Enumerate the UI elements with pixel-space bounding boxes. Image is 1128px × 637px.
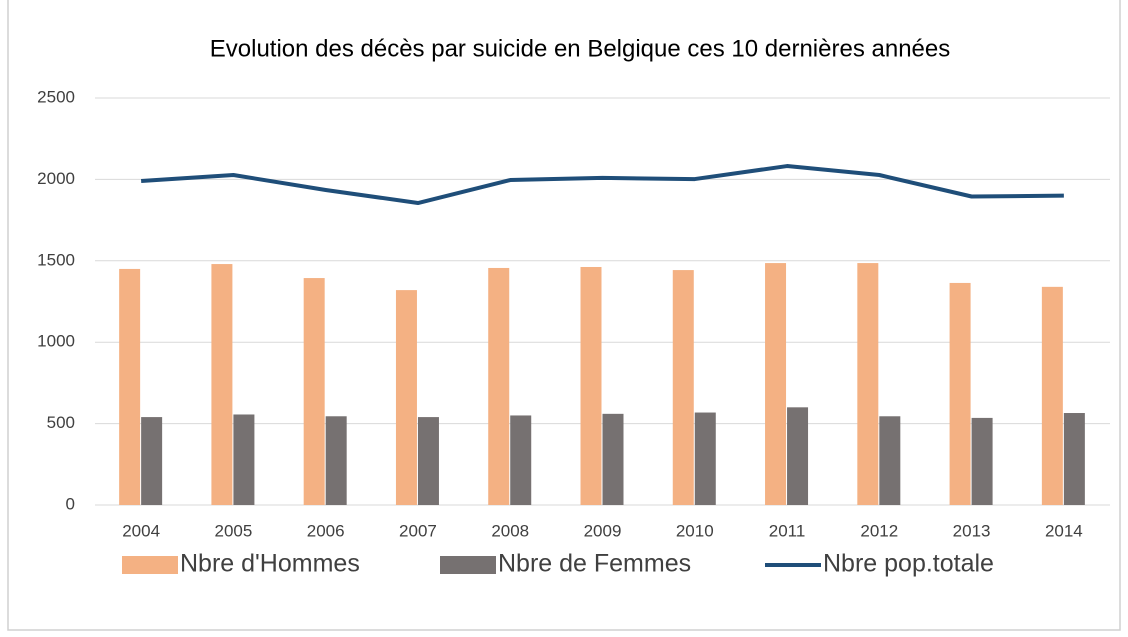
bar	[857, 263, 879, 505]
chart-title: Evolution des décès par suicide en Belgi…	[210, 35, 950, 62]
y-tick-label: 2500	[37, 87, 75, 106]
bar	[141, 417, 163, 505]
x-tick-label: 2006	[307, 521, 345, 540]
y-tick-label: 0	[66, 494, 75, 513]
legend-label: Nbre d'Hommes	[180, 550, 360, 578]
bar	[787, 407, 809, 505]
x-tick-label: 2010	[676, 521, 714, 540]
bar	[211, 264, 233, 505]
bar	[765, 263, 787, 505]
bar	[488, 267, 510, 505]
x-tick-label: 2013	[953, 521, 991, 540]
legend-swatch	[440, 556, 496, 574]
bar	[1041, 286, 1063, 505]
legend-label: Nbre de Femmes	[498, 550, 691, 578]
y-tick-label: 500	[47, 413, 75, 432]
bar	[580, 266, 602, 505]
bar	[233, 414, 255, 505]
x-tick-label: 2009	[584, 521, 622, 540]
legend-swatch	[122, 556, 178, 574]
bar	[1063, 413, 1085, 505]
x-tick-label: 2004	[122, 521, 160, 540]
y-tick-label: 2000	[37, 169, 75, 188]
bar	[303, 278, 325, 505]
x-tick-label: 2005	[214, 521, 252, 540]
legend-label: Nbre pop.totale	[823, 550, 994, 578]
x-tick-label: 2008	[491, 521, 529, 540]
bar	[417, 417, 439, 505]
bar	[325, 416, 347, 505]
bar	[510, 415, 532, 505]
x-tick-label: 2012	[860, 521, 898, 540]
bar	[949, 282, 971, 505]
x-tick-label: 2014	[1045, 521, 1083, 540]
x-tick-label: 2011	[769, 521, 806, 540]
bar	[119, 268, 141, 505]
x-tick-label: 2007	[399, 521, 437, 540]
bar	[694, 412, 716, 505]
chart-frame	[7, 0, 1121, 631]
bar	[879, 416, 901, 505]
line	[141, 164, 1064, 206]
bar	[602, 413, 624, 505]
y-tick-label: 1000	[37, 332, 75, 351]
bar	[672, 270, 694, 505]
y-tick-label: 1500	[37, 250, 75, 269]
bar	[395, 290, 417, 505]
bar	[971, 417, 993, 505]
